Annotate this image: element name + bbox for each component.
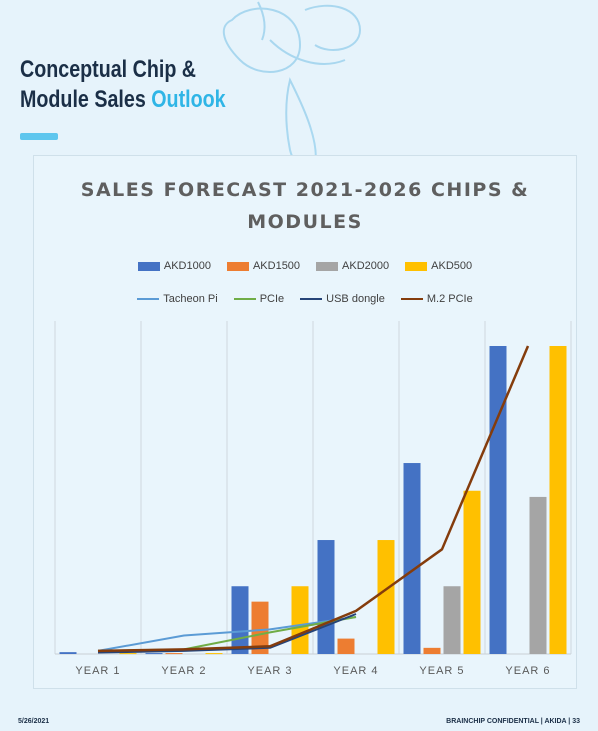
bar-akd1000-year-5 [403,463,421,654]
title-line-1: Conceptual Chip & [20,56,197,83]
bar-akd1500-year-5 [423,647,441,654]
line-tacheon-pi [97,616,357,652]
bar-akd500-year-1 [119,653,137,655]
legend-swatch [316,261,339,271]
x-tick-label: YEAR 4 [333,665,378,677]
page-title: Conceptual Chip & Module Sales Outlook [20,55,226,115]
legend-swatch [137,261,160,271]
bar-akd500-year-5 [463,490,481,654]
x-tick-label: YEAR 5 [419,665,464,677]
legend-swatch [233,298,256,300]
bar-akd500-year-2 [205,653,223,655]
bar-akd1000-year-1 [59,652,77,654]
legend-label: AKD1000 [163,260,211,272]
chart-container: SALES FORECAST 2021-2026 CHIPS & MODULES… [33,155,577,689]
legend-item-akd500: AKD500 [405,260,472,272]
legend-item-akd1500: AKD1500 [226,260,301,272]
bar-akd1000-year-3 [231,586,249,654]
decorative-swirl-graphic [222,1,362,171]
legend-label: AKD2000 [342,260,390,272]
legend-label: M.2 PCIe [426,293,473,305]
legend-bars: AKD1000 AKD1500 AKD2000 AKD500 [34,260,576,272]
line-m-2-pcie [97,345,530,653]
bar-akd500-year-4 [377,540,395,654]
bar-akd1000-year-4 [317,540,335,654]
legend-label: USB dongle [326,293,385,305]
legend-swatch [137,298,160,300]
legend-swatch [400,298,423,300]
chart-plot: YEAR 1 YEAR 2 YEAR 3 YEAR 4 YEAR 5 YEAR 6 [54,321,572,677]
legend-item-usb-dongle: USB dongle [300,293,385,305]
bar-akd500-year-6 [549,346,567,654]
legend-item-akd1000: AKD1000 [137,260,211,272]
legend-label: PCIe [259,293,285,305]
legend-swatch [226,261,249,271]
x-tick-label: YEAR 6 [505,665,550,677]
x-tick-label: YEAR 1 [75,665,120,677]
legend-label: AKD1500 [252,260,301,272]
legend-swatch [300,298,323,300]
bar-akd500-year-3 [291,586,309,654]
footer-confidential: BRAINCHIP CONFIDENTIAL | AKIDA | 33 [446,718,580,725]
bar-akd2000-year-6 [529,496,547,654]
title-line-2: Module Sales [20,86,152,113]
x-tick-label: YEAR 3 [247,665,292,677]
legend-label: Tacheon Pi [163,293,218,305]
title-accent-word: Outlook [151,86,226,113]
bar-akd1000-year-6 [489,346,507,654]
bar-akd1500-year-4 [337,638,355,654]
bar-akd1500-year-3 [251,601,269,654]
legend-item-pcie: PCIe [233,293,285,305]
legend-swatch [405,261,428,271]
x-tick-label: YEAR 2 [161,665,206,677]
legend-label: AKD500 [431,260,473,272]
chart-title: SALES FORECAST 2021-2026 CHIPS & MODULES [80,179,530,233]
legend-item-akd2000: AKD2000 [316,260,389,272]
legend-item-m-2-pcie: M.2 PCIe [400,293,473,305]
legend-lines: Tacheon Pi PCIe USB dongle M.2 PCIe [34,293,576,305]
bar-akd1500-year-2 [165,653,183,655]
bar-akd1000-year-2 [145,653,163,655]
line-usb-dongle [97,613,357,654]
footer-date: 5/26/2021 [18,718,50,725]
legend-item-tacheon-pi: Tacheon Pi [137,293,218,305]
bar-akd2000-year-5 [443,586,461,654]
title-underline-bar [20,133,58,140]
